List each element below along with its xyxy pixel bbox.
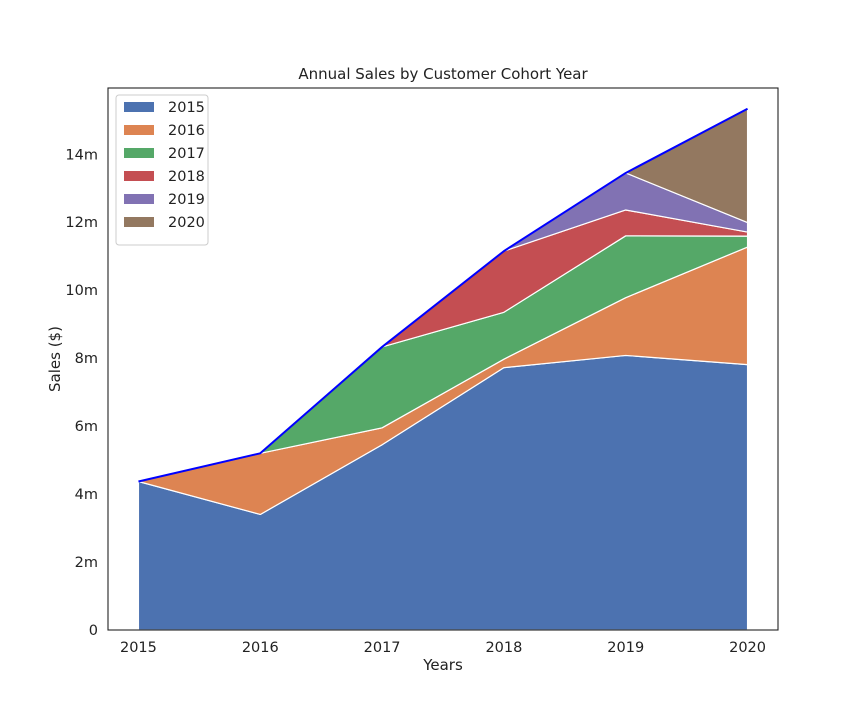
legend-swatch [124, 102, 154, 112]
legend-label: 2020 [168, 215, 205, 231]
legend-label: 2018 [168, 169, 205, 185]
y-tick-label: 0 [89, 623, 98, 639]
x-tick-label: 2015 [120, 640, 157, 656]
x-tick-labels: 2015 2016 2017 2018 2019 2020 [120, 640, 766, 656]
y-tick-label: 8m [75, 351, 98, 367]
legend-label: 2017 [168, 146, 205, 162]
legend-swatch [124, 171, 154, 181]
legend-label: 2016 [168, 123, 205, 139]
y-tick-label: 6m [75, 419, 98, 435]
x-tick-label: 2019 [607, 640, 644, 656]
y-tick-label: 14m [65, 147, 98, 163]
x-tick-label: 2020 [729, 640, 766, 656]
x-axis-label: Years [422, 656, 463, 674]
y-tick-label: 2m [75, 555, 98, 571]
y-tick-label: 4m [75, 487, 98, 503]
legend-swatch [124, 148, 154, 158]
y-tick-label: 12m [65, 215, 98, 231]
legend-swatch [124, 194, 154, 204]
x-tick-label: 2018 [485, 640, 522, 656]
total-line-group [138, 107, 749, 483]
legend-label: 2015 [168, 100, 205, 116]
plot-frame [107, 87, 779, 631]
legend-swatch [124, 217, 154, 227]
x-tick-label: 2016 [242, 640, 279, 656]
legend-swatch [124, 125, 154, 135]
chart-title: Annual Sales by Customer Cohort Year [298, 65, 588, 83]
legend: 2015 2016 2017 2018 2019 2020 [115, 94, 209, 246]
y-tick-label: 10m [65, 283, 98, 299]
y-axis-label: Sales ($) [46, 326, 64, 392]
total-line [138, 107, 749, 483]
x-tick-label: 2017 [364, 640, 401, 656]
y-tick-labels: 0 2m 4m 6m 8m 10m 12m 14m [65, 147, 98, 639]
legend-label: 2019 [168, 192, 205, 208]
